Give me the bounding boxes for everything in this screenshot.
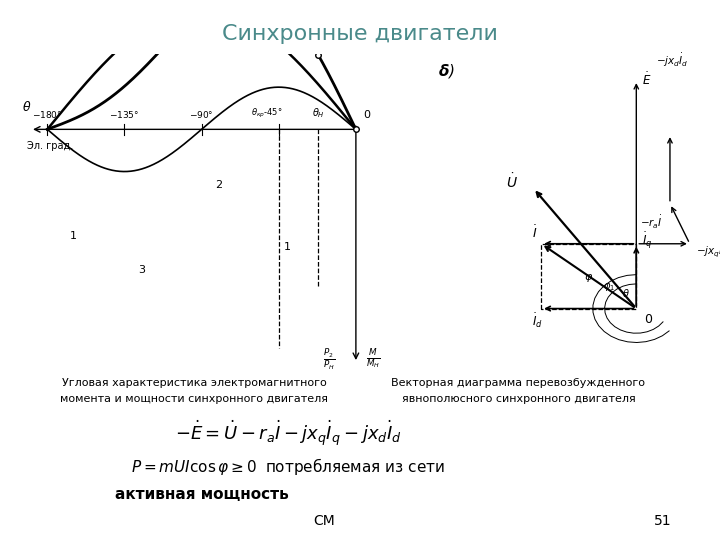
Text: $\boldsymbol{\delta}$): $\boldsymbol{\delta}$): [438, 62, 455, 80]
Text: $\dot{U}$: $\dot{U}$: [505, 173, 518, 191]
Text: $1$: $1$: [69, 229, 77, 241]
Text: $-135°$: $-135°$: [109, 109, 140, 119]
Text: $0$: $0$: [363, 107, 371, 119]
Text: момента и мощности синхронного двигателя: момента и мощности синхронного двигателя: [60, 394, 328, 404]
Text: $\theta_{\kappa p}$-$45°$: $\theta_{\kappa p}$-$45°$: [251, 106, 282, 119]
Text: $-\dot{E} = \dot{U} - r_a\dot{I} - jx_q\dot{I}_q - jx_d\dot{I}_d$: $-\dot{E} = \dot{U} - r_a\dot{I} - jx_q\…: [175, 418, 401, 448]
Text: $-r_a\dot{I}$: $-r_a\dot{I}$: [640, 214, 662, 231]
Text: $\dot{I}$: $\dot{I}$: [532, 224, 537, 241]
Text: активная мощность: активная мощность: [114, 487, 289, 502]
Text: $-jx_d\dot{I}_d$: $-jx_d\dot{I}_d$: [656, 52, 688, 70]
Text: Синхронные двигатели: Синхронные двигатели: [222, 24, 498, 44]
Text: $\dot{I}_d$: $\dot{I}_d$: [532, 312, 543, 330]
Text: $\theta$: $\theta$: [623, 287, 630, 299]
Text: $-jx_q\dot{I}_q$: $-jx_q\dot{I}_q$: [696, 241, 720, 259]
Text: явнополюсного синхронного двигателя: явнополюсного синхронного двигателя: [402, 394, 635, 404]
Text: Эл. град.: Эл. град.: [27, 140, 73, 151]
Text: $1$: $1$: [284, 240, 292, 252]
Text: Векторная диаграмма перевозбужденного: Векторная диаграмма перевозбужденного: [392, 378, 645, 388]
Text: 51: 51: [654, 514, 671, 528]
Text: $P = mUI\cos\varphi \geq 0\;$ потребляемая из сети: $P = mUI\cos\varphi \geq 0\;$ потребляем…: [131, 456, 445, 477]
Text: $\frac{P_2}{P_H}$: $\frac{P_2}{P_H}$: [323, 347, 336, 372]
Text: $-180°$: $-180°$: [32, 109, 63, 119]
Text: Угловая характеристика электромагнитного: Угловая характеристика электромагнитного: [62, 378, 327, 388]
Text: $0$: $0$: [644, 313, 653, 326]
Text: $\dot{I}_q$: $\dot{I}_q$: [642, 231, 653, 251]
Text: $3$: $3$: [138, 263, 145, 275]
Text: $\theta$: $\theta$: [22, 100, 32, 114]
Text: $\varphi$: $\varphi$: [584, 272, 593, 284]
Text: $\theta_H$: $\theta_H$: [312, 106, 325, 119]
Text: $\varphi_1$: $\varphi_1$: [603, 281, 615, 293]
Text: $2$: $2$: [215, 178, 222, 190]
Text: $\dot{E}$: $\dot{E}$: [642, 72, 652, 89]
Text: $\frac{M}{M_H}$: $\frac{M}{M_H}$: [366, 347, 381, 371]
Text: $-90°$: $-90°$: [189, 109, 214, 119]
Text: СМ: СМ: [313, 514, 335, 528]
